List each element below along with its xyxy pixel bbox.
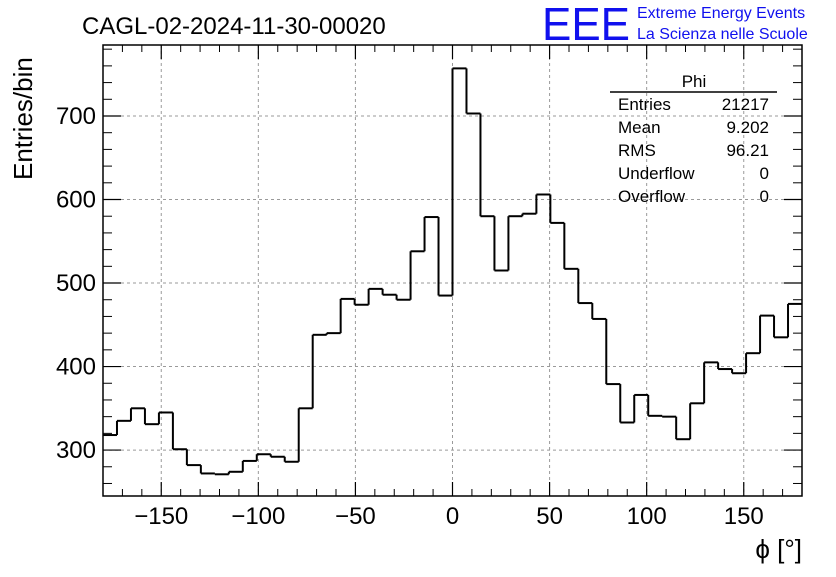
eee-logo-line1: Extreme Energy Events <box>637 5 805 22</box>
stats-box: Phi Entries 21217 Mean 9.202 RMS 96.21 U… <box>610 72 777 206</box>
y-tick-label: 400 <box>56 354 96 381</box>
stats-value-underflow: 0 <box>760 164 769 183</box>
x-tick-label: 150 <box>724 503 764 530</box>
y-tick-label: 600 <box>56 187 96 214</box>
chart-title: CAGL-02-2024-11-30-00020 <box>82 13 386 40</box>
stats-box-title: Phi <box>682 72 707 91</box>
x-tick-label: −50 <box>335 503 376 530</box>
stats-label-mean: Mean <box>618 118 661 137</box>
y-tick-label: 300 <box>56 437 96 464</box>
stats-label-rms: RMS <box>618 141 656 160</box>
stats-value-mean: 9.202 <box>726 118 769 137</box>
stats-value-overflow: 0 <box>760 187 769 206</box>
eee-logo: EEE Extreme Energy Events La Scienza nel… <box>542 0 808 50</box>
x-tick-label: 0 <box>446 503 459 530</box>
y-tick-label: 700 <box>56 103 96 130</box>
histogram-series <box>103 67 802 476</box>
x-axis-tick-labels: −150 −100 −50 0 50 100 150 <box>134 503 764 530</box>
x-tick-label: −150 <box>134 503 188 530</box>
x-tick-label: 100 <box>627 503 667 530</box>
x-tick-label: 50 <box>536 503 563 530</box>
y-axis-ticks <box>103 48 802 484</box>
eee-logo-mark: EEE <box>542 0 630 50</box>
eee-logo-line2: La Scienza nelle Scuole <box>637 26 808 43</box>
stats-label-entries: Entries <box>618 95 671 114</box>
stats-value-rms: 96.21 <box>726 141 769 160</box>
x-axis-label: ϕ [°] <box>755 534 802 564</box>
x-axis-ticks <box>102 45 803 496</box>
stats-label-underflow: Underflow <box>618 164 695 183</box>
y-axis-tick-labels: 300 400 500 600 700 <box>56 103 96 464</box>
stats-label-overflow: Overflow <box>618 187 686 206</box>
stats-value-entries: 21217 <box>722 95 769 114</box>
x-tick-label: −100 <box>231 503 285 530</box>
y-axis-label: Entries/bin <box>8 57 38 180</box>
y-tick-label: 500 <box>56 270 96 297</box>
